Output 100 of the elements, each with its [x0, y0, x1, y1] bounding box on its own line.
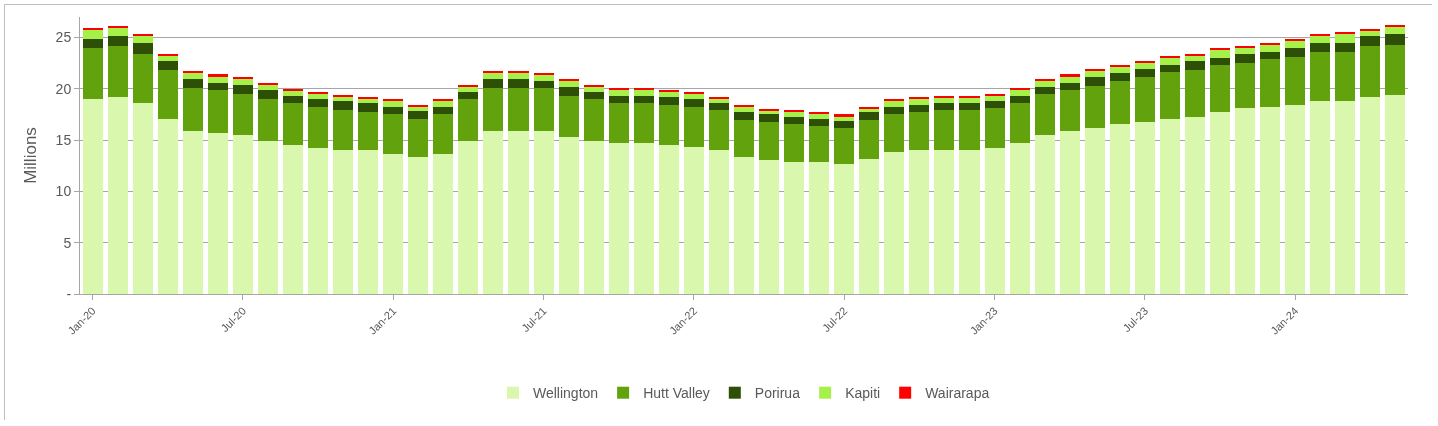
bar	[934, 98, 955, 104]
bar	[232, 93, 253, 135]
bar	[658, 145, 679, 294]
bar	[182, 71, 203, 74]
bar	[508, 130, 529, 294]
bar	[232, 134, 253, 294]
bar	[1034, 78, 1055, 81]
bar	[1310, 101, 1331, 294]
bar	[1210, 112, 1231, 294]
bar	[1159, 118, 1180, 294]
bar	[909, 105, 930, 113]
bar	[809, 125, 830, 162]
bar	[1009, 89, 1030, 96]
bar	[433, 99, 454, 102]
bar	[1009, 87, 1030, 90]
bar	[1385, 25, 1406, 28]
bar	[1360, 97, 1381, 294]
bar	[282, 145, 303, 294]
bar	[1360, 31, 1381, 37]
bar	[308, 91, 329, 94]
bar	[683, 91, 704, 94]
bar	[733, 119, 755, 157]
bar	[1260, 42, 1281, 45]
bar	[1185, 55, 1206, 62]
bar	[1235, 47, 1256, 54]
bar	[1109, 73, 1130, 81]
bar	[132, 42, 153, 54]
bar	[984, 101, 1005, 109]
bar	[809, 114, 830, 119]
bar	[1335, 32, 1356, 35]
bar	[633, 89, 654, 96]
bar	[909, 99, 930, 106]
bar	[282, 90, 303, 96]
bar	[383, 101, 404, 108]
bar	[308, 148, 329, 294]
bar	[1059, 76, 1080, 83]
bar	[1134, 76, 1155, 122]
bar	[984, 96, 1005, 102]
bar	[1335, 101, 1356, 294]
legend-label: Kapiti	[845, 385, 881, 402]
bar	[483, 78, 504, 88]
bar	[708, 150, 729, 294]
bar	[733, 105, 755, 108]
bar	[1159, 72, 1180, 119]
bar	[107, 97, 128, 294]
y-tick-label: 5	[63, 234, 72, 251]
bar	[784, 123, 805, 162]
bar	[458, 141, 479, 294]
bar	[1159, 58, 1180, 66]
bar	[433, 154, 454, 294]
bar	[1084, 71, 1105, 77]
bar	[1134, 61, 1155, 64]
bar	[909, 97, 930, 100]
bar	[1260, 44, 1281, 52]
bar	[232, 76, 253, 79]
bar	[358, 97, 379, 100]
bar	[1134, 121, 1155, 294]
bar	[608, 143, 629, 294]
bar	[1335, 42, 1356, 52]
bar	[1335, 51, 1356, 102]
bar	[207, 76, 228, 83]
bar	[1034, 93, 1055, 135]
bar	[784, 116, 805, 124]
bar	[658, 97, 679, 106]
bar	[282, 103, 303, 146]
bar	[683, 99, 704, 108]
bar	[107, 26, 128, 29]
bar	[959, 110, 980, 151]
bar	[759, 159, 780, 294]
bar	[1285, 40, 1306, 48]
bar	[1210, 47, 1231, 50]
bar	[1034, 80, 1055, 87]
bar	[1185, 61, 1206, 71]
bar	[784, 112, 805, 117]
bar	[1310, 34, 1331, 37]
bar	[583, 99, 604, 142]
bar	[834, 114, 855, 117]
bar	[583, 86, 604, 92]
bar	[533, 80, 554, 88]
bar	[1109, 67, 1130, 74]
bar	[1084, 85, 1105, 128]
bar	[608, 89, 629, 96]
bar	[232, 78, 253, 85]
bar	[859, 112, 880, 120]
bar	[408, 118, 429, 157]
bar	[308, 99, 329, 108]
bar	[383, 154, 404, 294]
y-tick-label: 20	[55, 80, 72, 97]
bar	[683, 147, 704, 294]
bar	[157, 53, 178, 56]
bar	[959, 96, 980, 99]
bar	[82, 99, 103, 294]
bar	[82, 47, 103, 100]
bar	[132, 53, 153, 104]
bar	[834, 116, 855, 121]
bar	[984, 108, 1005, 149]
bar	[809, 118, 830, 126]
bar	[282, 96, 303, 104]
bar	[1109, 65, 1130, 68]
bar	[1310, 36, 1331, 43]
